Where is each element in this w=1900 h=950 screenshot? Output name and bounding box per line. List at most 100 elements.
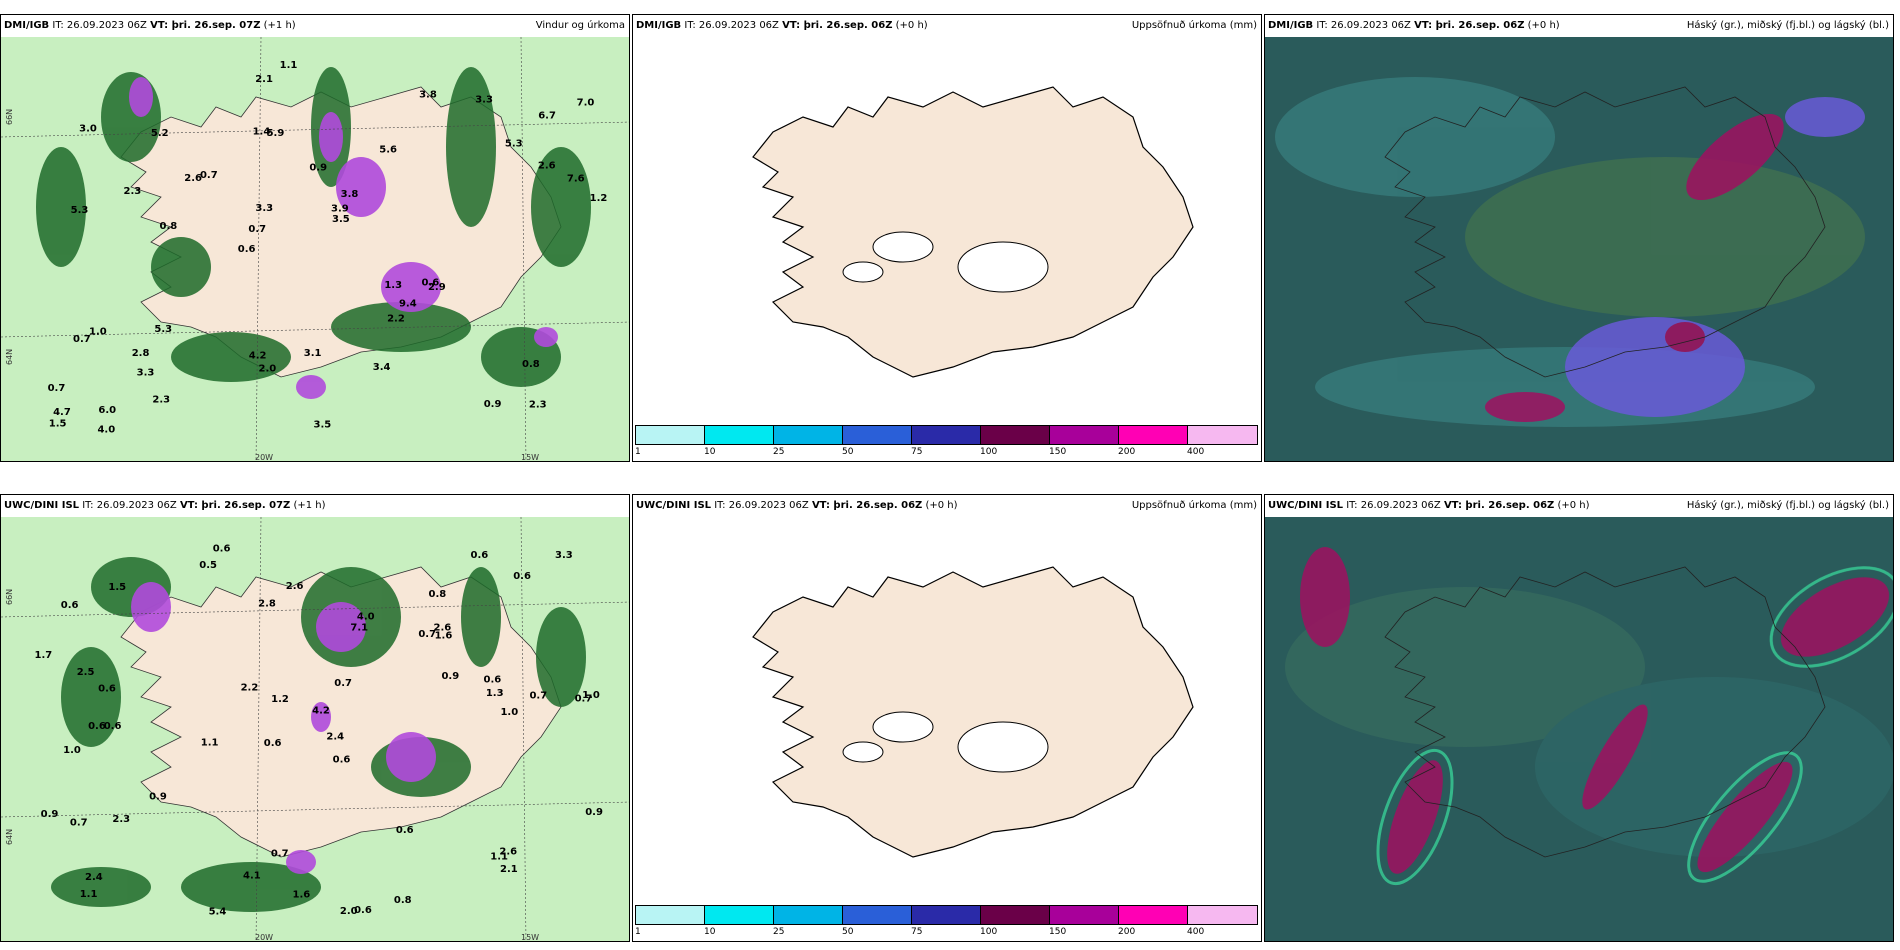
precip-value-label: 7.6 (567, 174, 585, 185)
precip-value-label: 0.7 (73, 334, 91, 345)
precip-value-label: 0.6 (396, 825, 414, 836)
precip-value-label: 1.1 (80, 889, 98, 900)
panel-header: DMI/IGB IT: 26.09.2023 06Z VT: þri. 26.s… (633, 15, 1261, 37)
precip-value-label: 0.7 (575, 693, 593, 704)
precip-value-label: 1.3 (486, 688, 504, 699)
legend-tick: 400 (1187, 447, 1205, 457)
legend-tick: 1 (635, 927, 641, 937)
precip-value-label: 0.9 (309, 163, 327, 174)
product-title: Vindur og úrkoma (535, 20, 625, 31)
precip-value-label: 2.2 (387, 313, 405, 324)
precip-value-label: 1.0 (89, 326, 107, 337)
precip-value-label: 0.6 (264, 738, 282, 749)
precip-value-label: 1.4 (253, 127, 271, 138)
precip-value-label: 0.5 (199, 560, 217, 571)
precip-value-label: 1.1 (280, 60, 298, 71)
panel-header: DMI/IGB IT: 26.09.2023 06Z VT: þri. 26.s… (1, 15, 629, 37)
precip-value-label: 3.3 (137, 368, 155, 379)
precip-value-label: 4.1 (243, 871, 261, 882)
precip-value-label: 2.4 (85, 872, 103, 883)
lon-20-label: 20W (255, 933, 274, 942)
precip-value-label: 2.4 (326, 732, 344, 743)
precip-value-label: 2.1 (255, 74, 273, 85)
precip-value-label: 0.9 (441, 671, 459, 682)
product-title: Háský (gr.), miðský (fj.bl.) og lágský (… (1686, 20, 1889, 31)
precip-value-label: 1.0 (500, 707, 518, 718)
precip-value-label: 5.2 (151, 128, 169, 139)
precip-value-label: 0.6 (484, 675, 502, 686)
precip-value-label: 2.8 (132, 348, 150, 359)
lon-20-label: 20W (255, 453, 274, 462)
cloud-panel-row1: DMI/IGB IT: 26.09.2023 06Z VT: þri. 26.s… (1264, 14, 1894, 462)
lead-time: (+0 h) (1557, 500, 1590, 511)
precip-value-label: 2.3 (123, 186, 141, 197)
legend-tick: 1 (635, 447, 641, 457)
precip-value-label: 2.3 (152, 394, 170, 405)
precip-value-label: 3.8 (341, 189, 359, 200)
legend-tick: 25 (773, 447, 785, 457)
lead-time: (+0 h) (925, 500, 958, 511)
precip-value-label: 0.8 (394, 895, 412, 906)
precip-value-label: 7.0 (577, 98, 595, 109)
legend-swatch (981, 426, 1050, 444)
precip-value-label: 1.3 (384, 280, 402, 291)
precip-value-label: 4.0 (357, 611, 375, 622)
precip-value-label: 6.0 (98, 405, 116, 416)
product-title: Uppsöfnuð úrkoma (mm) (1131, 20, 1257, 31)
legend-tick: 100 (980, 447, 998, 457)
precip-value-label: 2.6 (499, 847, 517, 858)
valid-time: VT: þri. 26.sep. 06Z (811, 500, 923, 511)
precip-value-label: 2.3 (529, 399, 547, 410)
precip-value-label: 0.8 (428, 589, 446, 600)
precip-value-label: 1.2 (271, 694, 289, 705)
legend-swatch (1050, 906, 1119, 924)
legend-swatch (1119, 906, 1188, 924)
precip-value-label: 1.0 (582, 690, 600, 701)
precip-value-label: 5.4 (209, 907, 227, 918)
precip-value-label: 5.3 (154, 324, 172, 335)
init-time: IT: 26.09.2023 06Z (1346, 500, 1441, 511)
precip-value-label: 1.6 (293, 890, 311, 901)
legend-tick: 10 (704, 447, 716, 457)
accumulated-precip-panel-row1: DMI/IGB IT: 26.09.2023 06Z VT: þri. 26.s… (632, 14, 1262, 462)
legend-swatch (705, 906, 774, 924)
legend-tick: 75 (911, 927, 923, 937)
legend-swatch (705, 426, 774, 444)
model-name: UWC/DINI ISL (1268, 500, 1344, 511)
wind-precip-panel-row1: DMI/IGB IT: 26.09.2023 06Z VT: þri. 26.s… (0, 14, 630, 462)
precip-value-label: 3.0 (79, 123, 97, 134)
lon-15-label: 15W (521, 453, 540, 462)
precip-value-label: 0.6 (238, 244, 256, 255)
legend-swatch (1188, 426, 1257, 444)
init-time: IT: 26.09.2023 06Z (52, 20, 147, 31)
wind-precip-map: 0.60.80.70.60.60.60.60.71.07.14.21.10.51… (1, 517, 629, 941)
legend-swatch (981, 906, 1050, 924)
precip-value-labels: 2.35.36.70.65.66.01.40.91.00.70.73.35.93… (48, 60, 608, 436)
lat-66-label: 66N (5, 108, 14, 125)
model-name: DMI/IGB (636, 20, 682, 31)
precip-color-legend (635, 905, 1258, 925)
precip-value-label: 3.3 (555, 550, 573, 561)
lead-time: (+0 h) (1527, 20, 1560, 31)
legend-swatch (843, 906, 912, 924)
precip-value-label: 0.6 (513, 571, 531, 582)
cloud-panel-row2: UWC/DINI ISL IT: 26.09.2023 06Z VT: þri.… (1264, 494, 1894, 942)
legend-tick: 50 (842, 927, 854, 937)
precip-value-label: 3.3 (475, 94, 493, 105)
init-time: IT: 26.09.2023 06Z (684, 20, 779, 31)
precip-value-label: 3.1 (304, 348, 322, 359)
legend-swatch (912, 906, 981, 924)
legend-swatch (1119, 426, 1188, 444)
precip-value-label: 0.7 (200, 170, 218, 181)
lon-15-label: 15W (521, 933, 540, 942)
precip-value-label: 0.9 (585, 807, 603, 818)
lat-64-label: 64N (5, 828, 14, 845)
legend-swatch (636, 906, 705, 924)
precip-value-label: 4.2 (312, 706, 330, 717)
legend-swatch (774, 906, 843, 924)
model-name: UWC/DINI ISL (636, 500, 712, 511)
legend-swatch (1188, 906, 1257, 924)
legend-swatch (774, 426, 843, 444)
precip-value-label: 2.9 (428, 282, 446, 293)
panel-header: UWC/DINI ISL IT: 26.09.2023 06Z VT: þri.… (633, 495, 1261, 517)
